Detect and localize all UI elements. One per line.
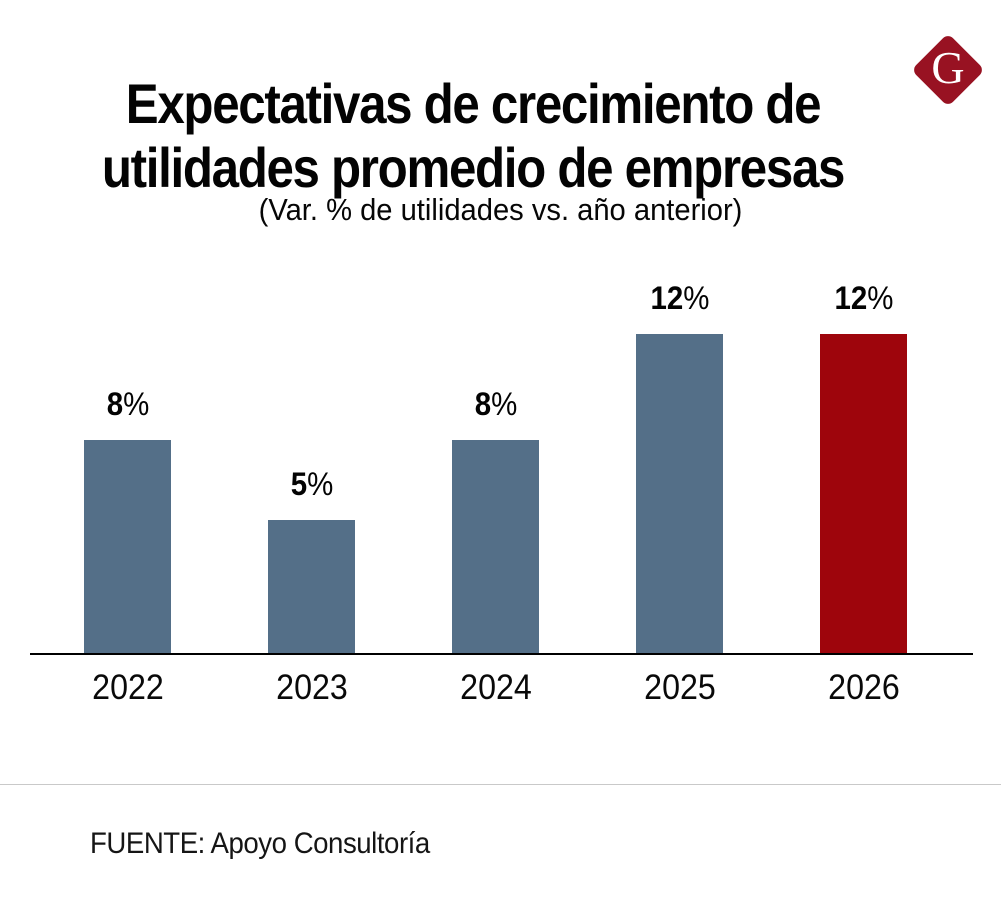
bar-2022 — [84, 440, 171, 653]
chart-title-line1: Expectativas de crecimiento de — [125, 71, 822, 135]
bar-value-label-2024: 8% — [474, 386, 517, 422]
bar-2025 — [636, 334, 723, 653]
percent-sign: % — [490, 386, 517, 422]
footer-divider — [0, 784, 1001, 785]
chart-title: Expectativas de crecimiento de utilidade… — [57, 72, 889, 200]
source-text: FUENTE: Apoyo Consultoría — [90, 827, 430, 860]
x-axis-baseline — [30, 653, 973, 655]
x-axis-label-2024: 2024 — [459, 668, 532, 707]
bar-value-label-2023: 5% — [290, 466, 333, 502]
x-axis-label-2023: 2023 — [275, 668, 348, 707]
bar-2023 — [268, 520, 355, 653]
chart-title-line2: utilidades promedio de empresas — [101, 135, 846, 199]
gestion-logo: G — [911, 33, 985, 107]
percent-sign: % — [122, 386, 149, 422]
percent-sign: % — [682, 280, 709, 316]
bar-value-label-2026: 12% — [834, 280, 893, 316]
logo-letter-g: G — [931, 42, 965, 93]
bar-2024 — [452, 440, 539, 653]
percent-sign: % — [866, 280, 893, 316]
chart-subtitle: (Var. % de utilidades vs. año anterior) — [258, 192, 743, 227]
bar-value-label-2022: 8% — [106, 386, 149, 422]
x-axis-label-2025: 2025 — [643, 668, 716, 707]
bar-2026 — [820, 334, 907, 653]
x-axis-label-2026: 2026 — [827, 668, 900, 707]
bar-value-label-2025: 12% — [650, 280, 709, 316]
percent-sign: % — [306, 466, 333, 502]
x-axis-label-2022: 2022 — [91, 668, 164, 707]
